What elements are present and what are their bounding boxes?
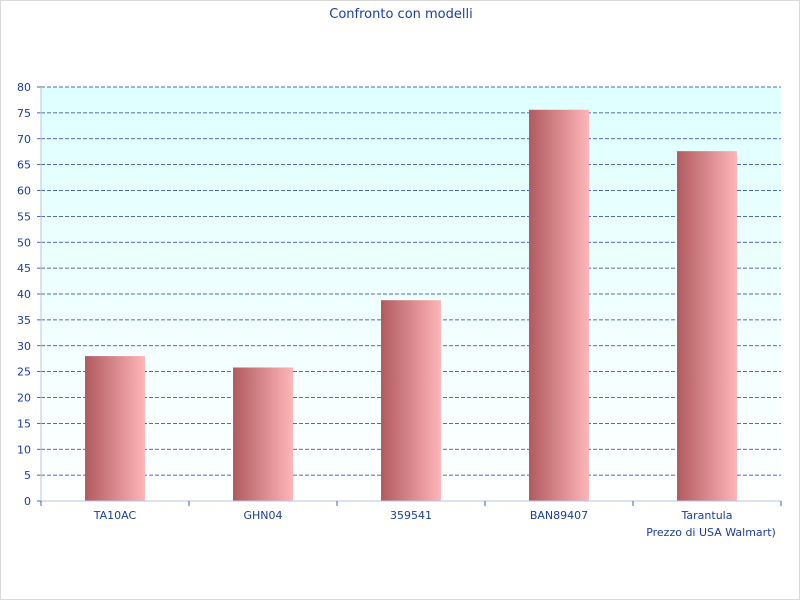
bars (85, 109, 737, 502)
x-tick-label: GHN04 (243, 509, 282, 522)
y-tick-labels: 0 5 10 15 20 25 30 35 40 45 50 55 60 65 70 75 80 (17, 81, 31, 508)
y-tick-label: 35 (17, 314, 31, 327)
y-tick-label: 40 (17, 288, 31, 301)
y-tick-label: 0 (24, 495, 31, 508)
y-tick-label: 70 (17, 133, 31, 146)
bar (677, 151, 737, 502)
y-tick-label: 15 (17, 417, 31, 430)
y-tick-label: 50 (17, 236, 31, 249)
axes (40, 87, 782, 506)
y-tick-label: 5 (24, 469, 31, 482)
y-tick-label: 65 (17, 159, 31, 172)
y-tick-label: 55 (17, 210, 31, 223)
chart-title: Confronto con modelli (329, 7, 472, 22)
y-tick-label: 75 (17, 107, 31, 120)
x-tick-label: Tarantula (681, 509, 733, 522)
y-tick-label: 80 (17, 81, 31, 94)
x-axis-annotation: Prezzo di USA Walmart) (646, 526, 776, 539)
x-tick-labels: TA10AC GHN04 359541 BAN89407 Tarantula (93, 509, 733, 522)
bar (381, 300, 441, 501)
y-tick-label: 45 (17, 262, 31, 275)
y-tick-label: 20 (17, 392, 31, 405)
bar (529, 109, 589, 502)
y-tick-label: 10 (17, 443, 31, 456)
y-tick-label: 30 (17, 340, 31, 353)
bar (85, 356, 145, 501)
x-tick-label: TA10AC (93, 509, 137, 522)
y-tick-label: 25 (17, 366, 31, 379)
y-tick-label: 60 (17, 185, 31, 198)
x-tick-label: BAN89407 (530, 509, 588, 522)
bar (233, 367, 293, 501)
x-tick-label: 359541 (390, 509, 432, 522)
